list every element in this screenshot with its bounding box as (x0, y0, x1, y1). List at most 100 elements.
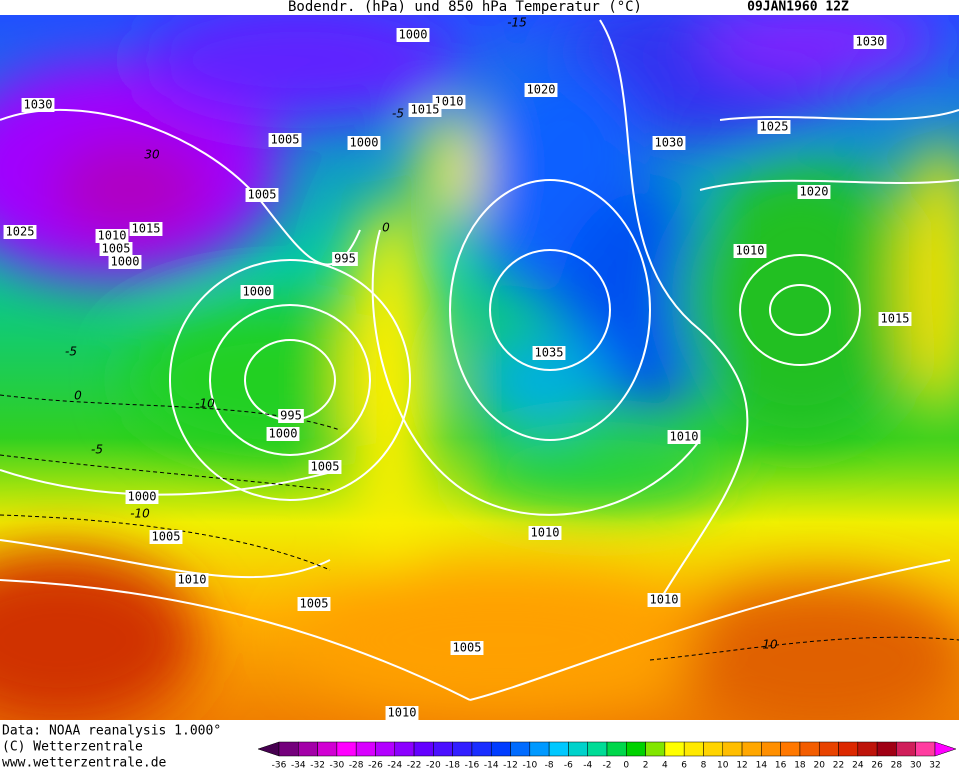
isotherm-label: 10 (762, 638, 778, 652)
colorbar-tick-label: 4 (662, 761, 668, 770)
isobar-label-text: 1000 (399, 28, 428, 42)
isobar-label-text: 1010 (178, 573, 207, 587)
isobar-label-text: 1010 (98, 229, 127, 243)
isotherm-label: 30 (144, 148, 160, 162)
isobar-label: 1010 (667, 430, 701, 444)
colorbar-swatch (433, 741, 453, 757)
isobar-label-text: 1010 (736, 244, 765, 258)
colorbar-tick-label: -22 (407, 761, 422, 770)
colorbar-swatch (298, 741, 318, 757)
isobar-label-text: 1010 (435, 95, 464, 109)
isotherm-label: -5 (91, 443, 103, 457)
colorbar-swatch (394, 741, 415, 757)
isobar-label-box (347, 136, 381, 150)
isobar-label: 1025 (757, 120, 791, 134)
colorbar-swatch (780, 741, 801, 757)
isotherm-label: -5 (65, 345, 77, 359)
colorbar-tick-label: 0 (623, 761, 629, 770)
colorbar-tick-label: 8 (701, 761, 707, 770)
colorbar-swatch (664, 741, 685, 757)
colorbar-tick-label: -30 (330, 761, 345, 770)
isobar-label: 1005 (245, 188, 279, 202)
isobar-label-text: 1030 (24, 98, 53, 112)
colorbar-swatch (761, 741, 781, 757)
isobar-label-text: 1020 (527, 83, 556, 97)
footer-data: Data: NOAA reanalysis 1.000° (2, 724, 221, 739)
colorbar-swatch (799, 741, 820, 757)
isobar-label-box (647, 593, 681, 607)
isobar-label-box (268, 133, 302, 147)
isobar-label-text: 1000 (243, 285, 272, 299)
colorbar-tick-label: -10 (522, 761, 537, 770)
isobar-label-text: 1015 (411, 103, 440, 117)
isobar-label-box (245, 188, 279, 202)
colorbar: -36 -34 -32 -30 -28 -26 -24 -22 -20 -18 -16 -14 -12-… (257, 741, 957, 770)
colorbar-tick-label: 12 (736, 761, 747, 770)
colorbar-swatch (355, 741, 376, 757)
isobar-label-box (95, 229, 129, 243)
colorbar-swatch (413, 741, 434, 757)
isobar-label-text: 1000 (128, 490, 157, 504)
isobar-label-box (308, 460, 342, 474)
isobar-label-text: 995 (334, 252, 356, 266)
colorbar-tick-label: -6 (564, 761, 573, 770)
colorbar-swatch (838, 741, 859, 757)
isobar-label: 1010 (647, 593, 681, 607)
isobar-label: 1000 (240, 285, 274, 299)
map-date: 09JAN1960 12Z (747, 0, 849, 15)
colorbar-swatch (317, 741, 338, 757)
isobar-label: 1000 (396, 28, 430, 42)
isobar-label-box (129, 222, 163, 236)
colorbar-tick-label: -14 (484, 761, 499, 770)
colorbar-tick-label: 2 (643, 761, 649, 770)
isobar-label-box (297, 597, 331, 611)
isobar-label-box (175, 573, 209, 587)
isotherm-label: -5 (392, 107, 404, 121)
isobar-label-box (652, 136, 686, 150)
isobar-label-text: 1005 (453, 641, 482, 655)
isobar-label: 1000 (125, 490, 159, 504)
colorbar-tick-label: -32 (310, 761, 325, 770)
isobar-label-text: 1005 (300, 597, 329, 611)
colorbar-tick-label: -4 (583, 761, 592, 770)
isobar-label-box (240, 285, 274, 299)
isobar-label-box (450, 641, 484, 655)
isotherm-label: -10 (130, 507, 150, 521)
colorbar-tick-label: -16 (465, 761, 480, 770)
isobar-label-text: 1010 (650, 593, 679, 607)
isotherm-label: -10 (195, 397, 215, 411)
isotherm-label: 0 (74, 389, 82, 403)
isobar-label: 1005 (308, 460, 342, 474)
colorbar-swatch (818, 741, 839, 757)
isobar-label: 1010 (175, 573, 209, 587)
colorbar-swatch (683, 741, 704, 757)
colorbar-tick-label: -36 (272, 761, 287, 770)
isobar-label-text: 1000 (350, 136, 379, 150)
colorbar-swatch (703, 741, 724, 757)
colorbar-swatch (529, 741, 550, 757)
isobar-label: 1010 (528, 526, 562, 540)
isobar-label: 1010 (733, 244, 767, 258)
colorbar-tick-label: -18 (445, 761, 460, 770)
isobar-label-text: 1010 (531, 526, 560, 540)
isobar-label: 1005 (149, 530, 183, 544)
isobar-label: 1010 (95, 229, 129, 243)
isobar-label-text: 1030 (856, 35, 885, 49)
colorbar-swatch (645, 741, 666, 757)
colorbar-tick-label: -12 (503, 761, 518, 770)
colorbar-tick-label: 16 (775, 761, 787, 770)
isobar-label: 1015 (408, 103, 442, 117)
colorbar-tick-label: 28 (891, 761, 903, 770)
colorbar-swatch (336, 741, 357, 757)
colorbar-swatch (896, 741, 916, 757)
isobar-label: 1030 (21, 98, 55, 112)
colorbar-tick-label: 14 (756, 761, 768, 770)
isobar-label: 1030 (853, 35, 887, 49)
colorbar-tick-label: 6 (681, 761, 687, 770)
isobar-label-box (408, 103, 442, 117)
isobar-label-box (853, 35, 887, 49)
colorbar-swatch (876, 741, 897, 757)
